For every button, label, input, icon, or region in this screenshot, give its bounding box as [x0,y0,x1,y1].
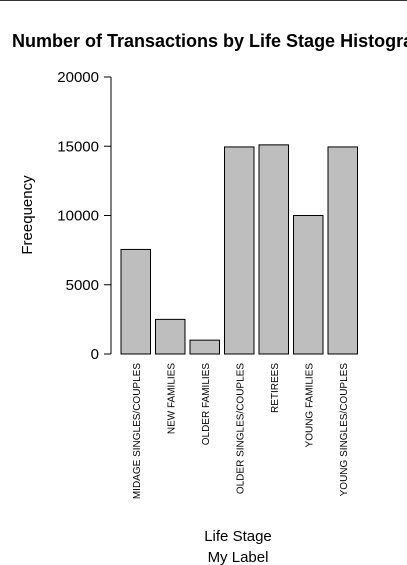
chart-title: Number of Transactions by Life Stage His… [12,31,407,51]
x-tick-label: MIDAGE SINGLES/COUPLES [132,363,143,499]
y-tick-label: 15000 [57,138,99,155]
x-tick-label: RETIREES [270,363,281,413]
y-tick-label: 5000 [66,277,99,294]
x-tick-label: YOUNG FAMILIES [304,363,315,448]
y-tick-label: 20000 [57,69,99,86]
bar [327,146,358,355]
y-axis-label: Freequency [19,175,36,255]
y-axis: 0 5000 10000 15000 20000 [57,69,112,363]
bar [155,318,186,355]
y-tick-label: 0 [91,346,99,363]
bar [189,339,220,355]
x-tick-label: OLDER SINGLES/COUPLES [235,363,246,494]
x-axis-label: Life Stage [204,528,272,545]
bars [120,144,358,355]
x-tick-label: YOUNG SINGLES/COUPLES [339,363,350,497]
x-tick-label: NEW FAMILIES [166,363,177,434]
y-tick-label: 10000 [57,208,99,225]
top-border [0,0,407,1]
x-axis-sublabel: My Label [208,549,269,565]
x-tick-labels: MIDAGE SINGLES/COUPLES NEW FAMILIES OLDER … [132,363,350,499]
bar [120,248,151,355]
x-tick-label: OLDER FAMILIES [201,363,212,446]
bar [293,215,324,355]
bar [258,144,289,355]
bar [224,146,255,355]
